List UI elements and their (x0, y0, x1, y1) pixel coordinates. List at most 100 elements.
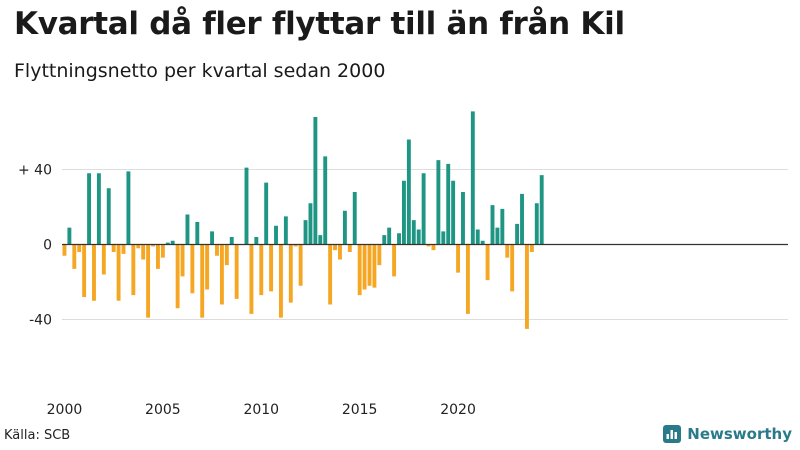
bar (170, 240, 175, 245)
bar (141, 244, 146, 260)
bar (411, 220, 416, 245)
bar (200, 244, 205, 318)
bar (111, 244, 116, 252)
bar (323, 156, 328, 245)
bar (392, 244, 397, 277)
bar (82, 244, 87, 297)
bar (210, 231, 215, 245)
bar (106, 188, 111, 245)
bar (461, 192, 465, 245)
bar (436, 160, 441, 245)
y-tick-label: + 40 (18, 163, 52, 179)
bar (539, 175, 544, 245)
bar (175, 244, 180, 309)
bar (397, 233, 401, 245)
bar (269, 244, 274, 292)
bar (485, 244, 490, 281)
bar (131, 244, 136, 296)
bar (406, 139, 411, 245)
bar (126, 171, 131, 245)
bar (372, 244, 377, 288)
bar (456, 244, 461, 273)
bar (529, 244, 534, 252)
bar (318, 235, 323, 245)
bar (72, 244, 77, 269)
bar (274, 225, 278, 245)
bar (387, 227, 392, 245)
bar (249, 244, 254, 314)
bar (303, 220, 308, 245)
bar (352, 192, 357, 245)
bar (254, 237, 259, 245)
x-tick-label: 2005 (145, 402, 181, 418)
bar (431, 244, 436, 251)
bar (136, 244, 141, 249)
bar (510, 244, 515, 292)
x-tick-label: 2015 (342, 402, 378, 418)
bar (259, 244, 264, 296)
x-tick-label: 2000 (47, 402, 83, 418)
source-label: Källa: SCB (4, 428, 71, 443)
bar (293, 244, 298, 247)
bar (534, 203, 539, 245)
bar (116, 244, 121, 301)
bar (490, 205, 495, 245)
bar (67, 227, 72, 245)
bar (298, 244, 303, 286)
bar (244, 167, 249, 245)
bar (92, 244, 96, 301)
bar (338, 244, 342, 260)
bar (165, 242, 170, 245)
bar (495, 227, 500, 245)
x-tick-label: 2010 (243, 402, 279, 418)
bar (480, 240, 485, 245)
chart-subtitle: Flyttningsnetto per kvartal sedan 2000 (14, 60, 386, 82)
brand-name: Newsworthy (687, 425, 792, 443)
bar (308, 203, 313, 245)
bar (283, 216, 288, 245)
bar (160, 244, 165, 258)
bar (357, 244, 362, 296)
bar (401, 180, 406, 245)
bar (205, 244, 210, 290)
bar (465, 244, 470, 314)
bar (264, 182, 269, 245)
y-tick-label: -40 (29, 313, 52, 329)
bar (288, 244, 293, 303)
bar (224, 244, 229, 266)
bar (520, 193, 524, 245)
bar (215, 244, 219, 256)
bar (347, 244, 352, 252)
bar (416, 229, 421, 245)
bar (524, 244, 529, 329)
bar (195, 222, 200, 245)
bar (362, 244, 367, 290)
bar (155, 244, 160, 269)
bar (219, 244, 224, 305)
brand-logo: Newsworthy (663, 425, 792, 443)
bar (96, 173, 101, 245)
chart-title: Kvartal då fler flyttar till än från Kil (14, 6, 625, 42)
bar (313, 117, 318, 245)
bar (229, 237, 234, 245)
bar (446, 163, 451, 245)
bar (377, 244, 382, 266)
bar (475, 229, 480, 245)
bar (342, 210, 347, 245)
bar (470, 111, 475, 245)
bar (151, 244, 155, 247)
bar (421, 173, 426, 245)
bar (515, 223, 520, 245)
bar (121, 244, 126, 254)
bar (101, 244, 106, 275)
newsworthy-logo-icon (663, 425, 682, 443)
bar (278, 244, 283, 318)
bar (441, 231, 446, 245)
bar (367, 244, 372, 286)
bar (500, 208, 505, 245)
bar (185, 214, 190, 245)
y-tick-label: 0 (43, 238, 52, 254)
bar (77, 244, 82, 252)
bar (87, 173, 92, 245)
